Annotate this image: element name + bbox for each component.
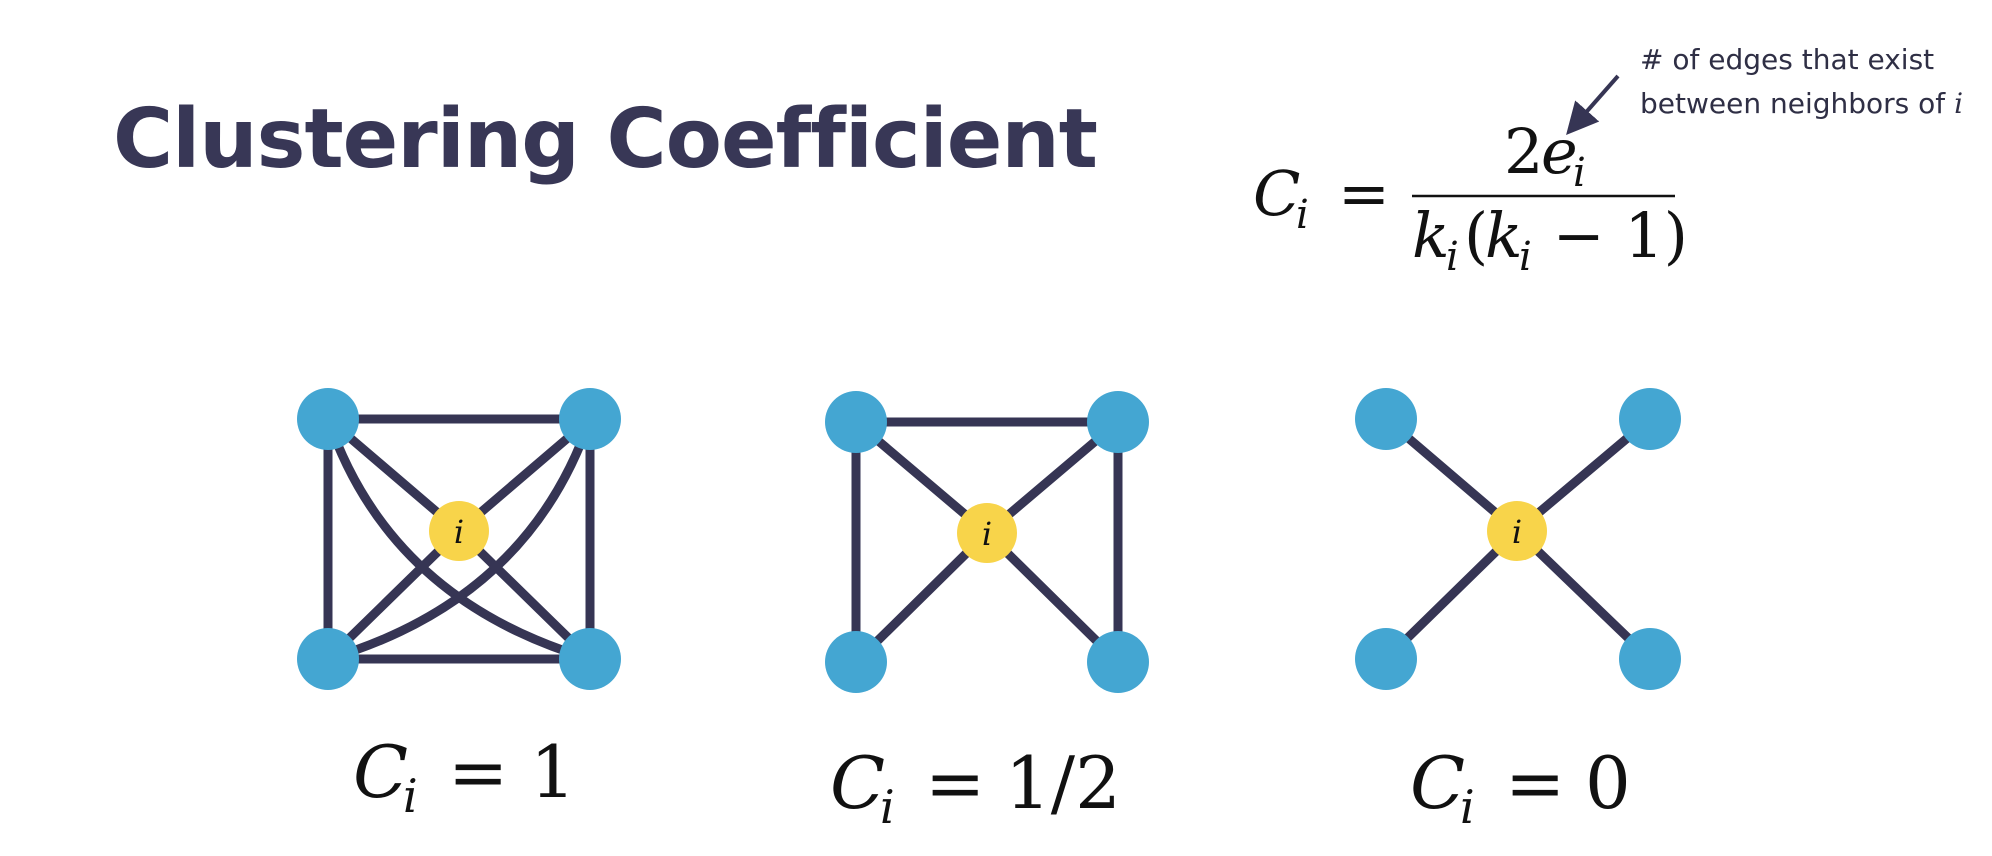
example-label-full: C i = 1: [353, 730, 576, 823]
slide-title: Clustering Coefficient: [113, 92, 1098, 187]
annotation-line-2: between neighbors of i: [1640, 82, 1963, 126]
neighbor-node: [1087, 631, 1149, 693]
example-label-value: 1/2: [1005, 741, 1121, 825]
example-label-subscript: i: [880, 780, 895, 834]
formula-denominator-subscript-2: i: [1519, 234, 1532, 280]
example-label-half: C i = 1/2: [830, 741, 1121, 834]
annotation-arrow: [1566, 74, 1620, 136]
center-node-label: i: [982, 515, 992, 553]
formula-numerator-variable: e: [1541, 115, 1578, 188]
neighbor-node: [1355, 628, 1417, 690]
example-label-subscript: i: [403, 769, 418, 823]
graph-example-half-nodes: i: [825, 391, 1149, 693]
neighbor-node: [1355, 388, 1417, 450]
formula-equals: =: [1338, 157, 1390, 230]
graph-example-none-nodes: i: [1355, 388, 1681, 690]
formula-denominator-open-paren: (: [1464, 199, 1488, 272]
formula-denominator-tail: − 1): [1533, 199, 1688, 272]
example-label-none: C i = 0: [1410, 741, 1631, 834]
example-label-value: 1: [530, 730, 576, 814]
formula-numerator-coefficient: 2: [1504, 115, 1543, 188]
example-label-equals: =: [448, 730, 508, 814]
neighbor-node: [297, 388, 359, 450]
formula-denominator-subscript: i: [1446, 234, 1459, 280]
center-node: [1487, 501, 1547, 561]
neighbor-node: [825, 631, 887, 693]
example-label-value: 0: [1585, 741, 1631, 825]
formula-lhs-subscript: i: [1296, 192, 1309, 238]
neighbor-node: [825, 391, 887, 453]
clustering-formula: C i = 2 e i k i ( k i − 1): [1253, 115, 1688, 280]
example-label-symbol: C: [830, 741, 885, 825]
example-label-equals: =: [925, 741, 985, 825]
annotation-variable-i: i: [1954, 87, 1964, 120]
example-label-equals: =: [1505, 741, 1565, 825]
graph-example-full-nodes: i: [297, 388, 621, 690]
neighbor-node: [559, 628, 621, 690]
neighbor-node: [1619, 388, 1681, 450]
neighbor-node: [1087, 391, 1149, 453]
neighbor-node: [1619, 628, 1681, 690]
center-node: [957, 503, 1017, 563]
center-node-label: i: [454, 513, 464, 551]
center-node: [429, 501, 489, 561]
annotation-line-2-prefix: between neighbors of: [1640, 87, 1946, 120]
example-label-subscript: i: [1460, 780, 1475, 834]
example-label-symbol: C: [353, 730, 408, 814]
numerator-annotation: # of edges that exist between neighbors …: [1640, 38, 1963, 126]
formula-lhs-symbol: C: [1253, 157, 1300, 230]
neighbor-node: [297, 628, 359, 690]
annotation-line-1: # of edges that exist: [1640, 43, 1935, 76]
formula-denominator-variable: k: [1412, 199, 1450, 272]
center-node-label: i: [1512, 513, 1522, 551]
formula-numerator-subscript: i: [1573, 150, 1586, 196]
neighbor-node: [559, 388, 621, 450]
formula-denominator-variable-2: k: [1485, 199, 1523, 272]
example-label-symbol: C: [1410, 741, 1465, 825]
